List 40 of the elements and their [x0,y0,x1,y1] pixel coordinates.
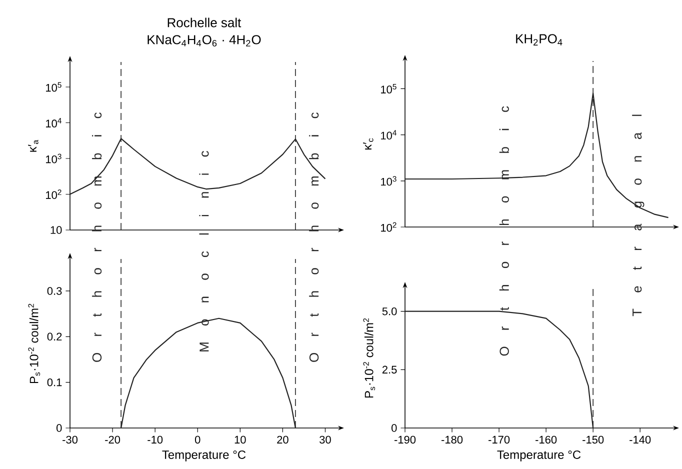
y-tick-label: 10$^{3}$ [381,176,396,186]
y-tick-label: 10$^{5}$ [46,82,62,92]
y-axis-title: P$_{s}$·10$^{-2}$ coul/m$^{2}$ [28,304,40,384]
y-axis-title: κ′$_{a}$ [28,140,38,152]
x-tick-label: -140 [630,436,651,444]
y-tick-label: 0 [56,424,62,432]
y-tick-label: 10$^{2}$ [46,190,62,199]
text: KNaC$_{4}$H$_{4}$O$_{6}$ · 4H$_{2}$O [148,35,261,46]
chart-title: KH$_{2}$PO$_{4}$ [516,34,562,46]
x-tick-label: 0 [194,436,200,444]
y-tick-label: 10$^{2}$ [381,222,396,232]
y-tick-label: 0 [392,424,397,432]
y-tick-label: 2.5 [382,366,397,374]
y-tick-label: 10$^{5}$ [381,84,396,94]
x-axis-title: Temperature °C [497,450,581,462]
x-tick-label: -10 [148,436,163,444]
y-tick-label: 10$^{4}$ [381,130,396,140]
x-tick-label: -180 [442,436,463,444]
x-tick-label: -160 [536,436,557,444]
x-tick-label: -190 [394,436,416,444]
y-axis-title: κ′$_{c}$ [363,138,374,150]
x-tick-label: -20 [105,436,120,444]
y-tick-label: 0.1 [47,378,62,386]
x-tick-label: 20 [277,436,288,444]
y-axis-title: P$_{s}$·10$^{-2}$ coul/m$^{2}$ [363,318,376,398]
y-tick-label: 10$^{3}$ [46,154,62,164]
x-tick-label: 30 [320,436,331,444]
chart-title: Rochelle salt [168,18,242,28]
y-tick-label: 0.3 [47,287,62,295]
y-tick-label: 5.0 [382,307,397,316]
y-tick-label: 0.2 [47,332,62,341]
annotation: O r t h o r h o m b i c [309,112,319,362]
x-tick-label: -170 [488,436,510,444]
x-tick-label: 10 [234,436,246,444]
x-tick-label: -150 [582,436,604,444]
annotation: O r t h o r h o m b i c [499,106,509,356]
y-tick-label: 10 [50,226,62,234]
x-axis-title: Temperature °C [162,450,246,462]
y-tick-label: 10$^{4}$ [46,118,62,128]
x-tick-label: -30 [62,436,78,444]
